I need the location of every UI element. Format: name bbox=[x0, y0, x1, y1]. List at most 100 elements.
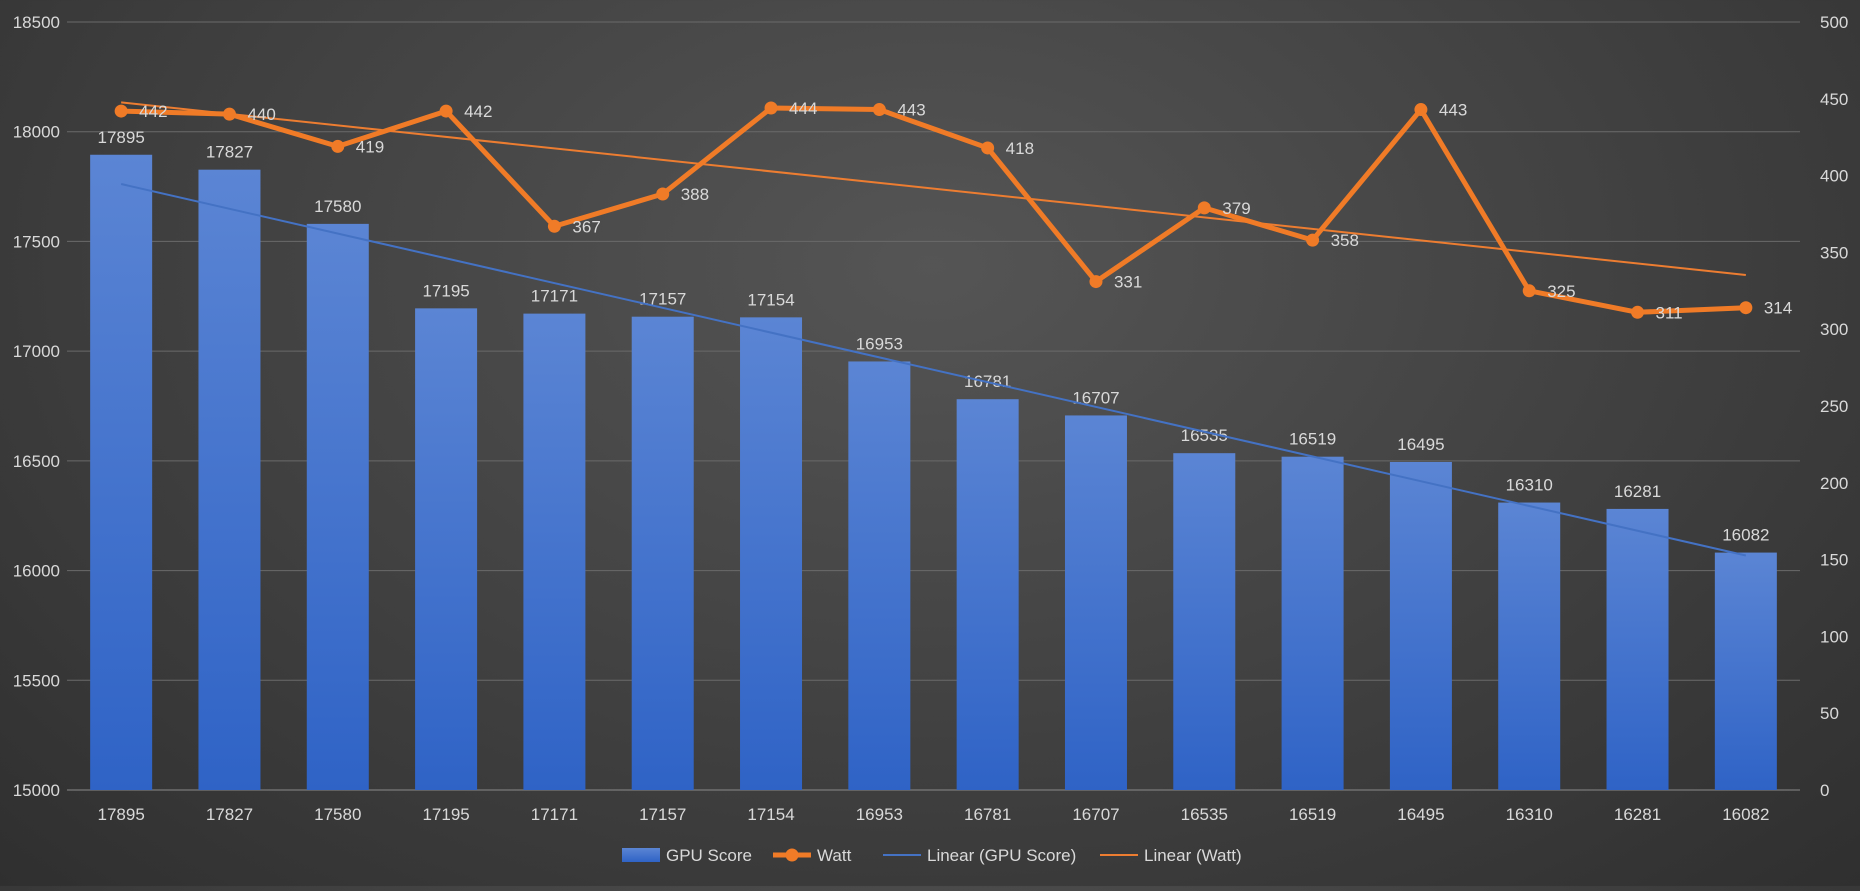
gpu-score-data-label: 17154 bbox=[747, 290, 794, 309]
legend: GPU Score Watt Linear (GPU Score) Linear (W… bbox=[622, 846, 1242, 865]
watt-data-label: 358 bbox=[1331, 231, 1359, 250]
watt-data-label: 418 bbox=[1006, 139, 1034, 158]
gpu-score-data-label: 17157 bbox=[639, 290, 686, 309]
watt-data-label: 311 bbox=[1656, 303, 1683, 322]
legend-gpu-score-label: GPU Score bbox=[666, 846, 752, 865]
category-tick-label: 17171 bbox=[531, 805, 578, 824]
left-tick-label: 15000 bbox=[13, 781, 60, 800]
gpu-score-data-label: 17895 bbox=[98, 128, 145, 147]
legend-watt-label: Watt bbox=[817, 846, 852, 865]
linear-gpu-score-trendline bbox=[120, 183, 1747, 557]
category-tick-label: 17195 bbox=[422, 805, 469, 824]
category-tick-label: 17827 bbox=[206, 805, 253, 824]
right-tick-label: 300 bbox=[1820, 320, 1848, 339]
watt-point bbox=[547, 219, 561, 233]
gpu-score-bar bbox=[1281, 456, 1344, 790]
gpu-score-bar bbox=[1606, 508, 1669, 790]
legend-linear-watt-label: Linear (Watt) bbox=[1144, 846, 1242, 865]
category-tick-label: 17580 bbox=[314, 805, 361, 824]
category-tick-label: 16707 bbox=[1072, 805, 1119, 824]
watt-data-label: 442 bbox=[464, 102, 492, 121]
left-tick-label: 15500 bbox=[13, 671, 60, 690]
gpu-score-data-label: 16519 bbox=[1289, 430, 1336, 449]
category-tick-label: 17895 bbox=[98, 805, 145, 824]
category-tick-label: 16281 bbox=[1614, 805, 1661, 824]
right-tick-label: 200 bbox=[1820, 474, 1848, 493]
watt-point bbox=[981, 141, 995, 155]
gpu-score-data-label: 17827 bbox=[206, 143, 253, 162]
watt-point bbox=[656, 187, 670, 201]
gpu-score-data-label: 16310 bbox=[1506, 476, 1553, 495]
right-tick-label: 400 bbox=[1820, 167, 1848, 186]
watt-data-label: 367 bbox=[572, 217, 600, 236]
legend-linear-gpu-score-label: Linear (GPU Score) bbox=[927, 846, 1076, 865]
right-axis: 0 50 100 150 200 250 300 350 400 450 500 bbox=[1820, 13, 1848, 800]
gpu-score-bar bbox=[740, 317, 803, 790]
legend-swatch-gpu-score bbox=[622, 848, 660, 862]
watt-data-label: 379 bbox=[1222, 199, 1250, 218]
watt-data-label: 388 bbox=[681, 185, 709, 204]
category-tick-label: 16953 bbox=[856, 805, 903, 824]
right-tick-label: 500 bbox=[1820, 13, 1848, 32]
watt-data-label: 440 bbox=[247, 105, 275, 124]
gpu-score-data-label: 16082 bbox=[1722, 526, 1769, 545]
gpu-score-data-label: 16707 bbox=[1072, 388, 1119, 407]
category-tick-label: 17157 bbox=[639, 805, 686, 824]
watt-data-label: 325 bbox=[1547, 282, 1575, 301]
category-tick-label: 16310 bbox=[1506, 805, 1553, 824]
category-tick-label: 16535 bbox=[1181, 805, 1228, 824]
watt-data-label: 442 bbox=[139, 102, 167, 121]
watt-data-label: 331 bbox=[1114, 273, 1142, 292]
gpu-score-bar bbox=[1714, 552, 1777, 790]
gpu-score-bar bbox=[90, 154, 153, 791]
gpu-score-bar bbox=[631, 316, 694, 790]
left-tick-label: 16000 bbox=[13, 562, 60, 581]
gpu-score-bar bbox=[1389, 461, 1452, 790]
gpu-score-bar bbox=[306, 223, 369, 791]
gpu-score-data-label: 17195 bbox=[422, 281, 469, 300]
gpu-score-data-label: 16281 bbox=[1614, 482, 1661, 501]
gpu-score-bar bbox=[956, 399, 1019, 790]
left-axis: 15000 15500 16000 16500 17000 17500 18000 18500 bbox=[13, 13, 60, 800]
gpu-score-data-label: 17171 bbox=[531, 287, 578, 306]
gpu-score-bar bbox=[198, 169, 261, 791]
watt-data-label: 443 bbox=[1439, 101, 1467, 120]
category-tick-label: 16082 bbox=[1722, 805, 1769, 824]
left-tick-label: 18000 bbox=[13, 123, 60, 142]
legend-marker-watt bbox=[785, 848, 799, 862]
gpu-score-bar bbox=[1064, 415, 1127, 790]
watt-data-label: 314 bbox=[1764, 299, 1792, 318]
watt-data-label: 419 bbox=[356, 137, 384, 156]
category-tick-label: 17154 bbox=[747, 805, 794, 824]
watt-point bbox=[1197, 201, 1211, 215]
watt-point bbox=[222, 107, 236, 121]
left-tick-label: 18500 bbox=[13, 13, 60, 32]
gpu-score-data-label: 16495 bbox=[1397, 435, 1444, 454]
left-tick-label: 16500 bbox=[13, 452, 60, 471]
category-axis: 17895 17827 17580 17195 17171 17157 17154 16953… bbox=[98, 805, 1770, 824]
watt-point bbox=[1306, 233, 1320, 247]
watt-point bbox=[1414, 103, 1428, 117]
gpu-score-bars: 17895 17827 17580 17195 17171 17157 17154 16953… bbox=[90, 128, 1777, 791]
watt-line: 442 440 419 442 367 388 444 443 418 331 379 358 443 3… bbox=[114, 99, 1792, 322]
right-tick-label: 250 bbox=[1820, 397, 1848, 416]
category-tick-label: 16519 bbox=[1289, 805, 1336, 824]
gpu-score-data-label: 16535 bbox=[1181, 426, 1228, 445]
gpu-score-data-label: 16953 bbox=[856, 334, 903, 353]
right-tick-label: 100 bbox=[1820, 627, 1848, 646]
watt-series-line bbox=[121, 105, 1746, 315]
watt-point bbox=[114, 104, 128, 118]
watt-data-label: 443 bbox=[897, 101, 925, 120]
watt-point bbox=[1739, 301, 1753, 315]
category-tick-label: 16781 bbox=[964, 805, 1011, 824]
watt-data-label: 444 bbox=[789, 99, 817, 118]
watt-point bbox=[1522, 284, 1536, 298]
left-tick-label: 17000 bbox=[13, 342, 60, 361]
right-tick-label: 350 bbox=[1820, 243, 1848, 262]
watt-point bbox=[764, 101, 778, 115]
gpu-score-bar bbox=[1498, 502, 1561, 790]
watt-point bbox=[1089, 275, 1103, 289]
right-tick-label: 150 bbox=[1820, 551, 1848, 570]
